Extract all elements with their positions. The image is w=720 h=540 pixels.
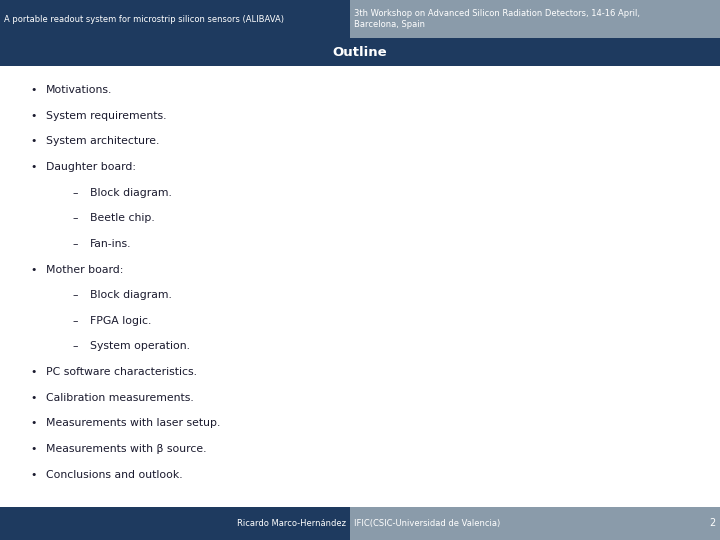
Text: •: • — [30, 444, 37, 454]
Text: –: – — [72, 239, 78, 249]
Text: PC software characteristics.: PC software characteristics. — [46, 367, 197, 377]
Text: Mother board:: Mother board: — [46, 265, 123, 274]
Text: –: – — [72, 213, 78, 223]
Bar — [350, 0, 720, 38]
Text: Daughter board:: Daughter board: — [46, 162, 136, 172]
Text: Measurements with laser setup.: Measurements with laser setup. — [46, 418, 220, 428]
Text: –: – — [72, 290, 78, 300]
Text: 2: 2 — [708, 518, 715, 529]
Text: •: • — [30, 85, 37, 95]
Text: –: – — [72, 341, 78, 352]
Bar — [0, 507, 350, 540]
Bar — [0, 66, 720, 507]
Text: Ricardo Marco-Hernández: Ricardo Marco-Hernández — [237, 519, 346, 528]
Bar — [0, 38, 720, 66]
Text: •: • — [30, 470, 37, 480]
Text: System operation.: System operation. — [90, 341, 190, 352]
Text: Outline: Outline — [333, 45, 387, 58]
Text: –: – — [72, 187, 78, 198]
Text: 3th Workshop on Advanced Silicon Radiation Detectors, 14-16 April,
Barcelona, Sp: 3th Workshop on Advanced Silicon Radiati… — [354, 9, 640, 29]
Text: A portable readout system for microstrip silicon sensors (ALIBAVA): A portable readout system for microstrip… — [4, 15, 284, 24]
Text: •: • — [30, 367, 37, 377]
Text: Beetle chip.: Beetle chip. — [90, 213, 155, 223]
Text: Block diagram.: Block diagram. — [90, 187, 172, 198]
Text: •: • — [30, 111, 37, 121]
Text: Calibration measurements.: Calibration measurements. — [46, 393, 194, 403]
Text: •: • — [30, 265, 37, 274]
Bar — [0, 0, 350, 38]
Bar — [350, 507, 720, 540]
Text: System requirements.: System requirements. — [46, 111, 166, 121]
Text: FPGA logic.: FPGA logic. — [90, 316, 151, 326]
Text: IFIC(CSIC-Universidad de Valencia): IFIC(CSIC-Universidad de Valencia) — [354, 519, 500, 528]
Text: •: • — [30, 393, 37, 403]
Text: Block diagram.: Block diagram. — [90, 290, 172, 300]
Text: •: • — [30, 418, 37, 428]
Text: Motivations.: Motivations. — [46, 85, 112, 95]
Text: •: • — [30, 162, 37, 172]
Text: Fan-ins.: Fan-ins. — [90, 239, 132, 249]
Text: Measurements with β source.: Measurements with β source. — [46, 444, 207, 454]
Text: –: – — [72, 316, 78, 326]
Text: •: • — [30, 137, 37, 146]
Text: Conclusions and outlook.: Conclusions and outlook. — [46, 470, 183, 480]
Text: System architecture.: System architecture. — [46, 137, 159, 146]
